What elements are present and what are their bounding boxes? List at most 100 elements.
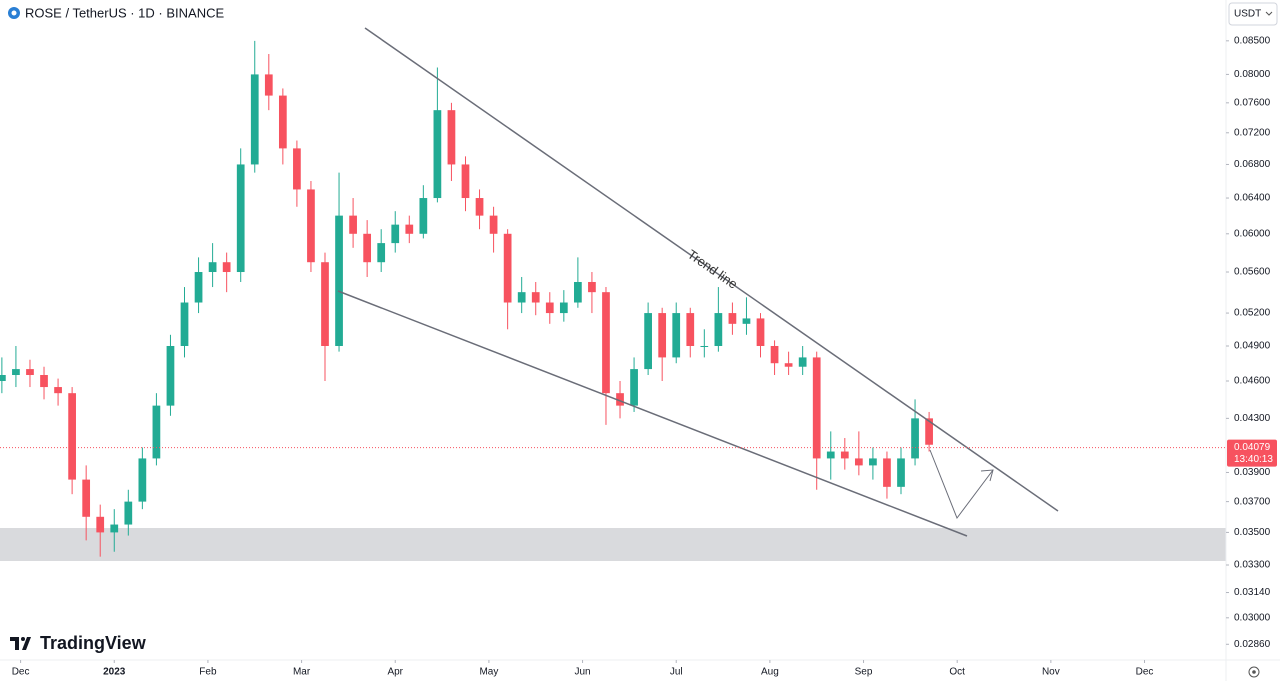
candle-body	[897, 458, 905, 487]
upper-trend-line	[364, 27, 1059, 512]
candle-body	[124, 501, 133, 525]
candle-body	[321, 262, 329, 346]
candle-body	[391, 224, 400, 244]
candle-body	[911, 418, 919, 459]
currency-select[interactable]	[1228, 2, 1278, 26]
candle-body	[588, 281, 596, 293]
candle-body	[405, 224, 414, 234]
candle-body	[377, 243, 386, 263]
candle-body	[293, 148, 301, 190]
candle-body	[236, 164, 245, 273]
y-axis: 0.08500 0.08000 0.07600 0.07200 0.06800 0.064…	[1226, 35, 1271, 650]
y-tick-label: 0.05200	[1234, 308, 1271, 319]
candle-body	[574, 281, 582, 303]
y-tick-label: 0.04300	[1234, 413, 1271, 424]
candle-body	[489, 215, 498, 234]
candle-body	[96, 516, 105, 533]
x-tick-label: Aug	[761, 667, 779, 678]
candle-body	[826, 451, 835, 459]
settings-icon[interactable]	[1248, 666, 1260, 678]
arrow-head	[980, 469, 994, 482]
candle-body	[925, 418, 933, 445]
y-tick-label: 0.05600	[1234, 267, 1271, 278]
brand-name: TradingView	[40, 633, 147, 653]
y-tick-label: 0.07600	[1234, 97, 1271, 108]
candle-body	[363, 233, 372, 263]
candle-body	[714, 313, 723, 346]
candle-body	[68, 393, 76, 480]
x-axis: Dec 2023 Feb Mar Apr May Jun Jul Aug Sep Oct Nov Dec	[12, 660, 1154, 678]
candle-body	[475, 198, 484, 216]
candle-body	[335, 215, 343, 346]
candle-body	[602, 292, 610, 394]
y-tick-label: 0.04600	[1234, 376, 1271, 387]
x-tick-label: Dec	[12, 667, 30, 678]
settings-icon-dot[interactable]	[1252, 670, 1256, 674]
candle-body	[686, 313, 695, 346]
candle-body	[419, 198, 428, 234]
y-tick-label: 0.06800	[1234, 159, 1271, 170]
candle-body	[784, 363, 793, 367]
candle-body	[166, 345, 175, 406]
candle-body	[854, 458, 863, 466]
y-tick-label: 0.06000	[1234, 228, 1271, 239]
candle-body	[180, 302, 189, 346]
candle-body	[138, 458, 147, 502]
candle-body	[770, 345, 779, 364]
projection-arrow	[929, 449, 994, 520]
candle-body	[40, 375, 48, 388]
candle-body	[658, 313, 667, 358]
lower-trend-line	[337, 290, 968, 537]
candle-body	[447, 110, 456, 165]
candle-body	[756, 318, 765, 346]
candle-body	[503, 233, 512, 303]
x-tick-label: Jun	[574, 667, 590, 678]
x-tick-label: Nov	[1042, 667, 1060, 678]
candle-body	[208, 262, 217, 273]
x-tick-label: Jul	[670, 667, 683, 678]
candle-body	[517, 292, 526, 303]
candle-body	[728, 313, 737, 324]
x-tick-label: Dec	[1136, 667, 1154, 678]
y-tick-label: 0.03900	[1234, 467, 1271, 478]
candle-body	[82, 479, 91, 517]
candle-body	[559, 302, 568, 314]
candle-body	[194, 272, 203, 303]
candle-body	[883, 458, 891, 487]
symbol-icon-dot	[11, 10, 17, 16]
support-zone	[0, 528, 1226, 561]
candle-body	[545, 302, 554, 314]
x-tick-label: 2023	[103, 667, 126, 678]
x-tick-label: May	[479, 667, 498, 678]
candle-body	[0, 375, 6, 381]
y-tick-label: 0.06400	[1234, 193, 1271, 204]
candle-body	[812, 357, 821, 459]
candle-body	[264, 74, 273, 96]
currency-label[interactable]: USDT	[1234, 9, 1261, 20]
brand-logo	[10, 637, 31, 650]
y-tick-label: 0.07200	[1234, 127, 1271, 138]
x-tick-label: Apr	[387, 667, 403, 678]
candle-body	[152, 405, 161, 459]
candle-body	[616, 393, 624, 406]
last-price-box	[1227, 439, 1277, 467]
candle-body	[307, 189, 315, 263]
candle-body	[250, 74, 259, 165]
dropdown-caret[interactable]	[1265, 11, 1273, 16]
candle-body	[742, 318, 751, 324]
candle-body	[222, 262, 231, 273]
candle-body	[278, 95, 287, 149]
y-tick-label: 0.08500	[1234, 35, 1271, 46]
candle-body	[110, 524, 119, 533]
y-tick-label: 0.08000	[1234, 69, 1271, 80]
x-tick-label: Mar	[293, 667, 311, 678]
x-tick-label: Feb	[199, 667, 217, 678]
candle-body	[461, 164, 470, 199]
candles	[0, 40, 933, 557]
y-tick-label: 0.03500	[1234, 527, 1271, 538]
candle-body	[349, 215, 357, 234]
candle-body	[54, 387, 62, 394]
candle-body	[12, 369, 20, 376]
